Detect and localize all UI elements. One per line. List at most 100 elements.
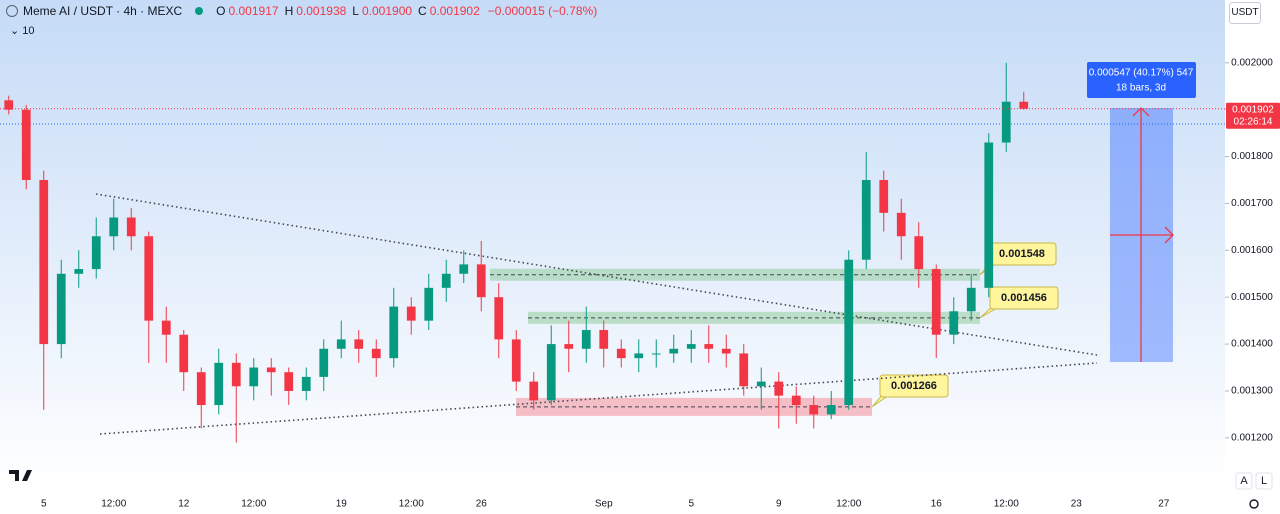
callout-label: 0.001456: [1001, 292, 1047, 304]
candle-body: [21, 109, 31, 181]
candle-body: [616, 348, 626, 359]
log-scale-label[interactable]: L: [1261, 475, 1267, 487]
candle-body: [214, 362, 224, 406]
candle-body: [144, 236, 154, 321]
candle-body: [494, 297, 504, 340]
candle-body: [634, 353, 644, 359]
candle-body: [126, 217, 136, 237]
auto-scale-label[interactable]: A: [1240, 475, 1248, 487]
candle-body: [599, 330, 609, 349]
currency-button[interactable]: USDT: [1229, 2, 1261, 24]
x-tick-label: 26: [476, 499, 488, 510]
candle-body: [389, 306, 399, 359]
y-tick-label: 0.001500: [1231, 292, 1273, 303]
measure-bars: 18 bars, 3d: [1116, 83, 1166, 94]
legend-value: 0.001902: [429, 4, 480, 18]
candle-body: [371, 348, 381, 359]
last-price-tag: [1226, 102, 1280, 129]
measure-label: 0.000547 (40.17%) 547: [1089, 68, 1194, 79]
candle-body: [56, 273, 66, 345]
market-status: [195, 7, 204, 15]
candle-body: [669, 348, 679, 354]
callout-label: 0.001266: [891, 380, 937, 392]
x-tick-label: 12:00: [101, 499, 126, 510]
callout-box: [879, 374, 949, 398]
candle-body: [791, 395, 801, 406]
symbol-header: Meme AI / USDT · 4h · MEXC O 0.001917 H 0.0…: [6, 4, 597, 18]
candle-body: [564, 344, 574, 349]
x-tick-label: 27: [1158, 499, 1170, 510]
candle-body: [966, 287, 976, 312]
candle-body: [266, 367, 276, 373]
callout-label: 0.001548: [999, 248, 1045, 260]
price-change: −0.000015 (−0.78%): [487, 4, 598, 18]
x-tick-label: 16: [931, 499, 943, 510]
candle-body: [879, 180, 889, 213]
last-price-label: 0.001902: [1232, 104, 1274, 115]
x-tick-label: 5: [688, 499, 694, 510]
candle-body: [74, 269, 84, 274]
x-tick-label: 5: [41, 499, 47, 510]
measure-arrow-head: [1132, 107, 1150, 117]
legend-key: L: [352, 4, 359, 18]
candle-body: [739, 353, 749, 387]
callout-box: [989, 286, 1059, 310]
candle-body: [949, 311, 959, 335]
candle-body: [546, 344, 556, 401]
x-tick-label: 9: [776, 499, 782, 510]
candle-body: [179, 334, 189, 373]
ohlc-legend: O 0.001917 H 0.001938 L 0.001900 C 0.001902: [216, 4, 483, 18]
candle-body: [844, 259, 854, 406]
candle-body: [581, 330, 591, 349]
y-tick-label: 0.001300: [1231, 386, 1273, 397]
auto-scale-button[interactable]: [1235, 472, 1253, 490]
candle-body: [459, 264, 469, 274]
candle-body: [91, 236, 101, 270]
y-tick-label: 0.001700: [1231, 198, 1273, 209]
candle-body: [4, 100, 14, 110]
candle-body: [511, 339, 521, 382]
x-tick-label: 12:00: [994, 499, 1019, 510]
time-axis: [0, 488, 1225, 514]
candle-body: [1019, 101, 1029, 109]
candle-body: [704, 344, 714, 349]
candle-body: [406, 306, 416, 321]
candle-body: [424, 287, 434, 321]
log-scale-button[interactable]: [1255, 472, 1273, 490]
indicator-toggle[interactable]: ⌄ 10: [10, 25, 35, 37]
candle-body: [476, 264, 486, 298]
x-tick-label: 23: [1071, 499, 1083, 510]
legend-key: C: [418, 4, 427, 18]
x-tick-label: 12:00: [241, 499, 266, 510]
tradingview-logo: [9, 470, 32, 481]
candle-body: [721, 348, 731, 354]
candle-body: [826, 405, 836, 415]
x-tick-label: 19: [336, 499, 348, 510]
candle-body: [809, 405, 819, 415]
y-tick-label: 0.001600: [1231, 245, 1273, 256]
candle-body: [284, 372, 294, 391]
candle-body: [39, 180, 49, 345]
candle-body: [319, 348, 329, 377]
legend-value: 0.001938: [296, 4, 347, 18]
y-tick-label: 0.001200: [1231, 432, 1273, 443]
y-tick-label: 0.001400: [1231, 339, 1273, 350]
x-tick-label: 12:00: [399, 499, 424, 510]
candle-body: [774, 381, 784, 396]
x-tick-label: 12: [178, 499, 190, 510]
candle-body: [756, 381, 766, 387]
symbol-icon: [6, 5, 18, 17]
legend-key: H: [284, 4, 294, 18]
indicator-count: 10: [22, 25, 35, 37]
measure-label-box: [1087, 62, 1196, 98]
candle-body: [354, 339, 364, 349]
candle-body: [686, 344, 696, 349]
candle-body: [931, 269, 941, 335]
measure-arrow-head: [1164, 226, 1174, 244]
settings-icon[interactable]: [1249, 499, 1259, 509]
symbol-title: Meme AI / USDT · 4h · MEXC: [23, 4, 183, 18]
x-tick-label: 12:00: [836, 499, 861, 510]
candle-body: [441, 273, 451, 288]
